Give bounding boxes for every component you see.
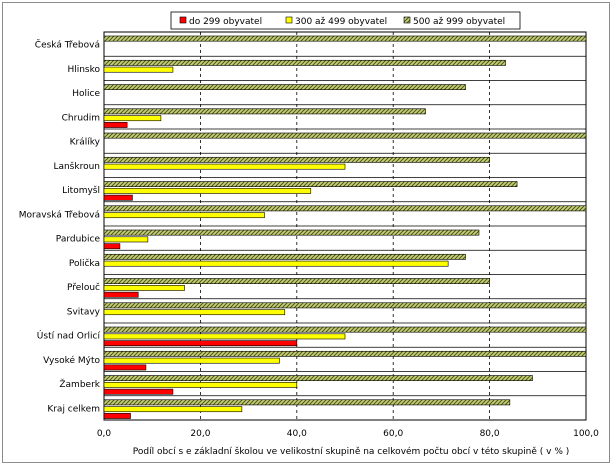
legend-label-500-999: 500 až 999 obyvatel xyxy=(413,17,505,27)
bar-500-999 xyxy=(103,350,587,357)
legend-swatch-do-299 xyxy=(179,16,187,24)
x-tick-label: 0,0 xyxy=(97,429,112,439)
bar-chart: do 299 obyvatel 300 až 499 obyvatel 500 … xyxy=(19,11,599,457)
bar-500-999 xyxy=(103,181,518,187)
x-axis-title: Podíl obcí s e základní školou ve veliko… xyxy=(133,446,570,457)
bar-500-999 xyxy=(103,35,587,42)
category-label: Hlinsko xyxy=(67,65,100,75)
legend-swatch-500-999 xyxy=(403,16,411,24)
bar-300-499 xyxy=(103,284,185,291)
bar-500-999 xyxy=(103,399,511,406)
legend-label-do-299: do 299 obyvatel xyxy=(189,17,262,27)
bars xyxy=(103,35,587,419)
bar-300-499 xyxy=(103,309,286,316)
category-label: Ústí nad Orlicí xyxy=(37,330,101,342)
bar-300-499 xyxy=(103,357,280,364)
bar-do-299 xyxy=(103,243,121,250)
legend-box xyxy=(170,11,521,30)
x-tick-label: 40,0 xyxy=(287,429,307,439)
legend: do 299 obyvatel 300 až 499 obyvatel 500 … xyxy=(170,11,521,30)
bar-do-299 xyxy=(103,194,133,201)
category-label: Polička xyxy=(69,258,100,269)
x-tick-label: 20,0 xyxy=(190,429,210,439)
bar-500-999 xyxy=(103,302,587,309)
category-label: Holice xyxy=(72,89,100,99)
bar-500-999 xyxy=(103,326,587,333)
category-label: Litomyšl xyxy=(62,185,100,196)
category-label: Chrudim xyxy=(62,113,100,123)
category-label: Lanškroun xyxy=(53,161,100,172)
bar-do-299 xyxy=(103,291,139,298)
bar-500-999 xyxy=(103,108,426,115)
bar-500-999 xyxy=(103,253,466,260)
bar-500-999 xyxy=(103,156,490,163)
category-label: Moravská Třebová xyxy=(19,210,100,220)
category-label: Pardubice xyxy=(56,235,101,245)
category-labels: Česká Třebová Hlinsko Holice Chrudim Králíky… xyxy=(19,39,101,415)
bar-300-499 xyxy=(103,333,346,340)
bar-500-999 xyxy=(103,205,587,212)
bar-500-999 xyxy=(103,229,480,236)
bar-500-999 xyxy=(103,132,587,139)
category-label: Vysoké Mýto xyxy=(43,355,100,366)
bar-500-999 xyxy=(103,59,506,66)
bar-300-499 xyxy=(103,66,174,73)
legend-label-300-499: 300 až 499 obyvatel xyxy=(295,17,387,27)
category-label: Králíky xyxy=(70,138,101,148)
bar-300-499 xyxy=(103,236,149,243)
x-tick-label: 100,0 xyxy=(573,429,599,439)
category-label: Přelouč xyxy=(67,282,100,293)
bar-500-999 xyxy=(103,278,490,284)
bar-500-999 xyxy=(103,375,533,381)
category-label: Svitavy xyxy=(67,307,101,317)
bar-300-499 xyxy=(103,381,298,388)
x-axis-ticks: 0,0 20,0 40,0 60,0 80,0 100,0 xyxy=(97,429,599,439)
bar-do-299 xyxy=(103,388,174,395)
bar-300-499 xyxy=(103,115,162,122)
bar-do-299 xyxy=(103,122,128,128)
gridlines xyxy=(104,32,586,420)
bar-300-499 xyxy=(103,260,449,267)
bar-do-299 xyxy=(103,364,147,371)
bar-300-499 xyxy=(103,188,312,194)
x-tick-label: 80,0 xyxy=(480,429,500,439)
bar-do-299 xyxy=(103,340,298,347)
legend-swatch-300-499 xyxy=(285,16,293,24)
x-tick-label: 60,0 xyxy=(383,429,403,439)
chart-frame: do 299 obyvatel 300 až 499 obyvatel 500 … xyxy=(2,2,610,463)
bar-do-299 xyxy=(103,413,131,419)
category-label: Kraj celkem xyxy=(47,404,100,414)
bar-300-499 xyxy=(103,163,346,170)
bar-300-499 xyxy=(103,212,265,219)
bar-500-999 xyxy=(103,84,466,90)
category-label: Žamberk xyxy=(59,378,100,390)
bar-300-499 xyxy=(103,406,243,413)
category-label: Česká Třebová xyxy=(35,39,100,51)
